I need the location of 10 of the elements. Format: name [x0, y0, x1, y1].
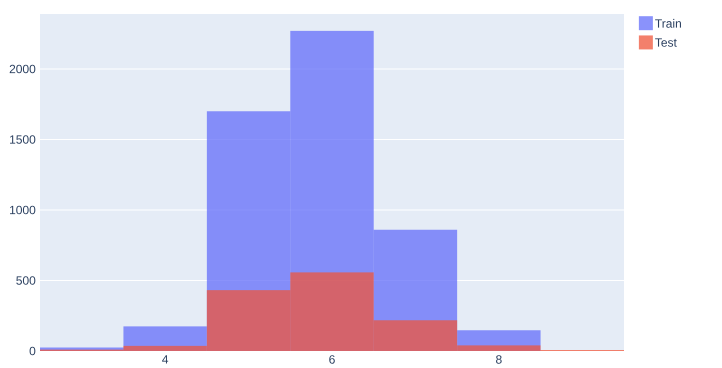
x-tick-label: 6 [329, 355, 335, 364]
legend-label: Test [655, 38, 677, 47]
y-tick-label: 0 [30, 346, 36, 356]
y-tick-label: 1000 [10, 206, 36, 214]
y-tick-label: 2000 [10, 64, 36, 74]
x-tick-label: 4 [162, 355, 168, 364]
y-tick-label: 500 [16, 276, 36, 285]
legend-label: Train [655, 18, 681, 28]
x-tick-label: 8 [496, 355, 502, 364]
y-tick-label: 1500 [10, 135, 36, 144]
